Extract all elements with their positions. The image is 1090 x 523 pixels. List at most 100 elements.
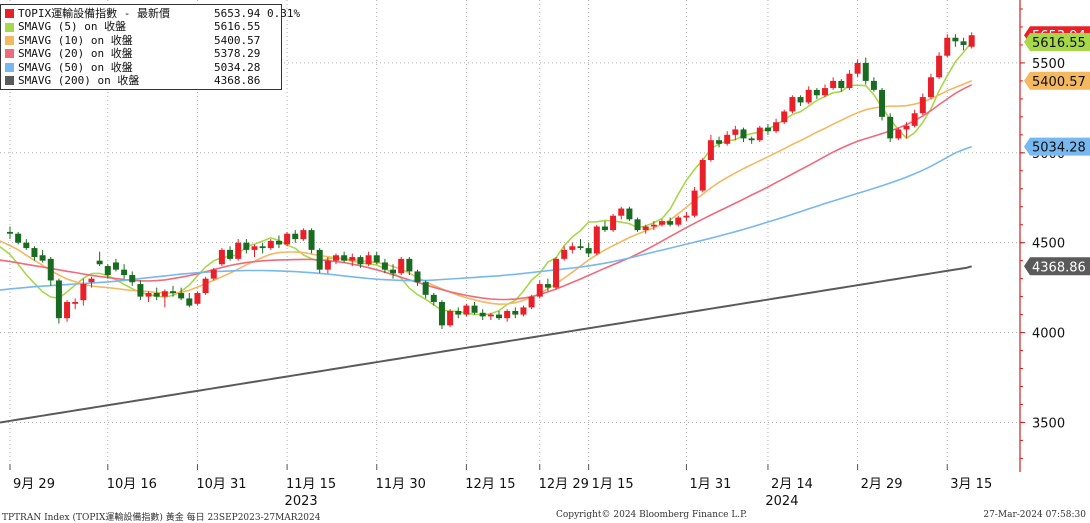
legend-name: SMAVG (5) on 收盤 [18, 20, 127, 34]
candle-body [64, 302, 71, 319]
candle [7, 226, 13, 240]
ma-line-2 [0, 84, 973, 301]
candle [610, 213, 617, 232]
candle [805, 86, 812, 105]
legend-swatch [5, 49, 14, 59]
candle [186, 293, 193, 308]
candle [23, 239, 30, 250]
candle-body [895, 129, 902, 139]
candle [178, 287, 185, 301]
candle [112, 258, 119, 272]
candle-body [349, 257, 356, 261]
candle-body [512, 310, 519, 315]
candle [357, 255, 364, 268]
candle-body [724, 134, 731, 144]
candle [31, 246, 38, 261]
candle-body [479, 312, 486, 317]
candle-body [23, 242, 30, 249]
candle-body [7, 231, 13, 234]
x-tick-label: 10月 31 [196, 477, 246, 492]
candle [72, 298, 79, 310]
candle [202, 276, 209, 295]
candle-body [716, 140, 723, 144]
legend-name: SMAVG (20) on 收盤 [18, 47, 133, 61]
candle-body [862, 62, 869, 81]
candle-body [879, 89, 886, 117]
candle-body [504, 310, 511, 319]
candle [960, 37, 967, 51]
candle-body [357, 257, 364, 265]
candle [659, 219, 665, 227]
year-label: 2023 [285, 494, 318, 509]
candle [903, 122, 910, 139]
candle [292, 230, 299, 243]
candle [773, 118, 780, 134]
candle-body [390, 269, 397, 274]
candle-body [520, 307, 527, 315]
candle-body [903, 125, 910, 130]
candle [259, 242, 266, 254]
candle-body [870, 80, 877, 90]
candle [707, 134, 714, 162]
y-axis: 35004000450050005500 [1019, 0, 1065, 472]
candle-body [773, 122, 780, 132]
candle [732, 125, 739, 141]
candle-body [161, 291, 168, 297]
candle-body [536, 284, 543, 297]
candle-body [805, 89, 812, 103]
candle [438, 300, 445, 329]
candle-body [96, 260, 103, 265]
legend: TOPIX運輸設備指數 - 最新價 5653.94 0.31% SMAVG (5) … [0, 4, 300, 91]
candle-body [675, 217, 682, 225]
candle-body [186, 298, 193, 306]
candle-body [813, 89, 820, 96]
candle [569, 242, 576, 254]
candle [210, 267, 217, 281]
candle [585, 242, 592, 258]
candle-body [561, 249, 568, 259]
candle [316, 248, 323, 274]
candle-body [121, 269, 128, 276]
candle-body [398, 258, 405, 274]
candle [39, 249, 46, 263]
candle [137, 280, 144, 301]
candle-body [202, 278, 209, 294]
candle [724, 131, 731, 146]
candle [936, 52, 943, 80]
candle [887, 113, 894, 143]
y-tick-label: 3500 [1032, 416, 1065, 431]
candle-body [944, 37, 951, 56]
candle [740, 127, 747, 143]
legend-name: SMAVG (200) on 收盤 [18, 73, 140, 87]
candle-body [194, 293, 201, 304]
legend-value: 5378.29 [214, 47, 261, 61]
candle [642, 224, 649, 234]
candle [398, 257, 405, 276]
candle-body [822, 88, 828, 96]
x-tick-label: 11月 15 [286, 477, 336, 492]
candle [55, 278, 62, 324]
value-tag: 5034.28 [1024, 137, 1090, 156]
candle-body [740, 129, 747, 139]
legend-value: 5400.57 [214, 33, 261, 47]
candle [496, 310, 502, 320]
candle [968, 32, 975, 49]
candle [447, 309, 454, 328]
candle [300, 228, 307, 241]
candle [88, 276, 95, 288]
candle-body [610, 215, 617, 231]
candle-body [324, 260, 331, 270]
candle-body [593, 226, 600, 254]
candle-body [170, 291, 176, 294]
candle [96, 251, 103, 267]
candle-body [797, 97, 804, 103]
x-tick-label: 2月 29 [861, 477, 903, 492]
candle [284, 231, 291, 247]
candle [544, 278, 551, 292]
candle-body [227, 249, 234, 259]
candle-body [39, 255, 46, 261]
candle-body [936, 55, 943, 78]
candle [748, 136, 755, 144]
candle-body [789, 97, 796, 112]
